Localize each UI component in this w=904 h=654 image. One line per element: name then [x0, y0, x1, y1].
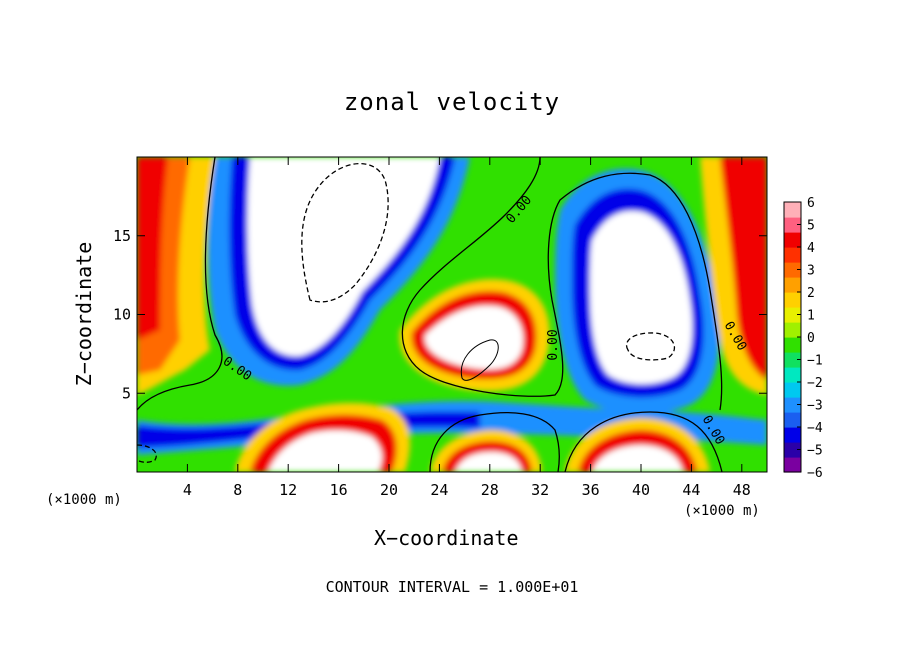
- x-unit-label-right: (×1000 m): [684, 503, 760, 519]
- colorbar-tick-label: 0: [807, 331, 815, 346]
- contour-line: [564, 411, 723, 472]
- colorbar-tick-label: −3: [807, 399, 823, 414]
- contour-line: [460, 339, 499, 381]
- colorbar-swatch: [784, 217, 801, 233]
- colorbar-swatch: [784, 352, 801, 368]
- colorbar-swatch: [784, 277, 801, 293]
- colorbar-swatch: [784, 247, 801, 263]
- colorbar-tick-label: 1: [807, 309, 815, 324]
- field-layer: [137, 157, 767, 472]
- colorbar-tick-label: −5: [807, 444, 823, 459]
- colorbar-swatch: [784, 367, 801, 383]
- x-tick-label: 32: [531, 481, 549, 499]
- x-tick-label: 44: [682, 481, 700, 499]
- contour-label: 0.00: [546, 329, 561, 360]
- contour-line: [137, 157, 223, 411]
- colorbar-tick-label: 3: [807, 264, 815, 279]
- colorbar: 6 5 4 3 2 1 0 −1 −2 −3 −4 −5 −6: [783, 196, 823, 481]
- contour-line-negative: [301, 163, 389, 303]
- colorbar-swatch: [784, 292, 801, 308]
- contour-line: [429, 411, 560, 472]
- x-tick-label: 28: [481, 481, 499, 499]
- colorbar-tick-label: −2: [807, 376, 823, 391]
- x-tick-label: 4: [183, 481, 192, 499]
- colorbar-swatch: [784, 427, 801, 443]
- colorbar-tick-label: −6: [807, 466, 823, 481]
- y-tick-label: 15: [113, 227, 131, 245]
- x-tick-label: 36: [582, 481, 600, 499]
- x-tick-label: 8: [233, 481, 242, 499]
- x-tick-label: 20: [380, 481, 398, 499]
- colorbar-tick-label: −1: [807, 354, 823, 369]
- colorbar-tick-label: −4: [807, 421, 823, 436]
- x-unit-label-left: (×1000 m): [46, 492, 122, 508]
- colorbar-swatch: [784, 412, 801, 428]
- x-tick-label: 40: [632, 481, 650, 499]
- x-tick-label: 12: [279, 481, 297, 499]
- contour-line-negative: [137, 444, 157, 463]
- colorbar-swatch: [784, 322, 801, 338]
- colorbar-swatch: [784, 442, 801, 458]
- contour-line-negative: [625, 332, 676, 361]
- colorbar-swatch: [784, 337, 801, 353]
- contour-interval-note: CONTOUR INTERVAL = 1.000E+01: [325, 578, 579, 596]
- colorbar-tick-label: 6: [807, 196, 815, 211]
- contour-line: [401, 157, 723, 411]
- colorbar-tick-label: 2: [807, 286, 815, 301]
- x-axis-label: X−coordinate: [374, 526, 519, 550]
- y-tick-label: 10: [113, 306, 131, 324]
- colorbar-swatch: [784, 202, 801, 218]
- chart-title: zonal velocity: [343, 88, 561, 116]
- x-tick-label: 24: [430, 481, 448, 499]
- colorbar-swatch: [784, 262, 801, 278]
- y-tick-label: 5: [122, 384, 131, 402]
- colorbar-tick-label: 4: [807, 241, 815, 256]
- colorbar-swatch: [784, 382, 801, 398]
- x-tick-label: 16: [330, 481, 348, 499]
- colorbar-swatch: [784, 232, 801, 248]
- colorbar-swatch: [784, 307, 801, 323]
- contour-lines: [137, 157, 723, 472]
- colorbar-swatch: [784, 397, 801, 413]
- x-tick-label: 48: [733, 481, 751, 499]
- colorbar-tick-label: 5: [807, 219, 815, 234]
- colorbar-swatch: [784, 457, 801, 473]
